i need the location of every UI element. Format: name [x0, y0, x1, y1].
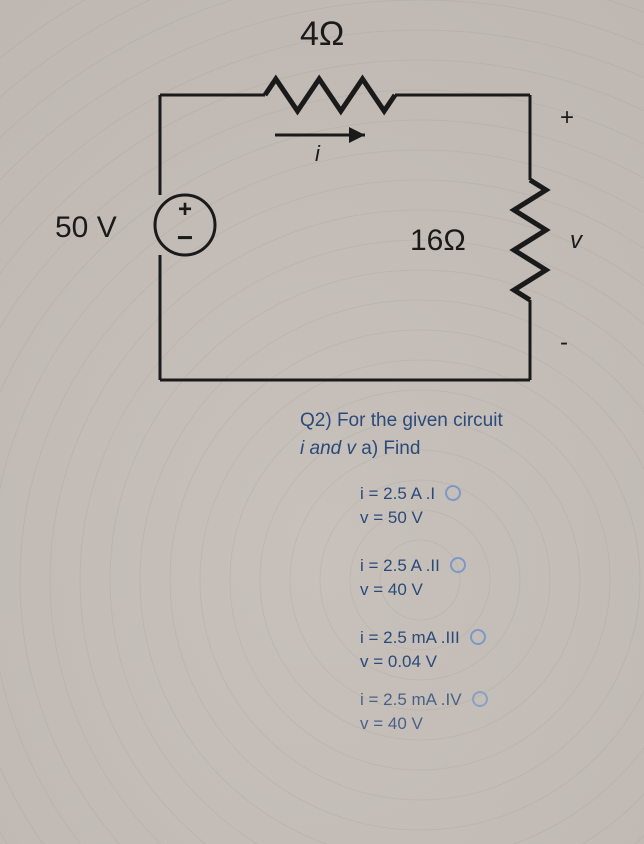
svg-text:50 V: 50 V	[55, 211, 117, 244]
answer-option[interactable]: i = 2.5 mA .III v = 0.04 V	[300, 628, 614, 672]
answer-option[interactable]: i = 2.5 A .II v = 40 V	[300, 556, 614, 600]
option-line: v = 40 V	[360, 714, 614, 734]
question-block: Q2) For the given circuit i and v a) Fin…	[0, 400, 644, 844]
svg-text:i: i	[315, 141, 321, 166]
option-line: v = 40 V	[360, 580, 614, 600]
svg-text:16Ω: 16Ω	[410, 224, 466, 257]
circuit-diagram: +−50 V4Ωi16Ω+v-	[0, 0, 644, 400]
option-line: i = 2.5 A .I	[360, 484, 614, 504]
svg-text:+: +	[560, 104, 574, 131]
svg-text:+: +	[178, 196, 192, 223]
radio-icon[interactable]	[450, 557, 466, 573]
question-subtitle: i and v a) Find	[300, 438, 614, 460]
radio-icon[interactable]	[472, 691, 488, 707]
answer-option[interactable]: i = 2.5 mA .IV v = 40 V	[300, 690, 614, 734]
radio-icon[interactable]	[470, 629, 486, 645]
answer-option[interactable]: i = 2.5 A .I v = 50 V	[300, 484, 614, 528]
option-line: v = 0.04 V	[360, 652, 614, 672]
svg-text:-: -	[560, 329, 568, 356]
svg-text:−: −	[177, 222, 193, 253]
question-title: Q2) For the given circuit	[300, 410, 614, 432]
svg-text:4Ω: 4Ω	[300, 15, 344, 53]
option-line: i = 2.5 A .II	[360, 556, 614, 576]
option-line: v = 50 V	[360, 508, 614, 528]
radio-icon[interactable]	[445, 485, 461, 501]
options-list: i = 2.5 A .I v = 50 V i = 2.5 A .II v = 40 …	[300, 484, 614, 734]
option-line: i = 2.5 mA .IV	[360, 690, 614, 710]
option-line: i = 2.5 mA .III	[360, 628, 614, 648]
svg-text:v: v	[570, 227, 584, 254]
